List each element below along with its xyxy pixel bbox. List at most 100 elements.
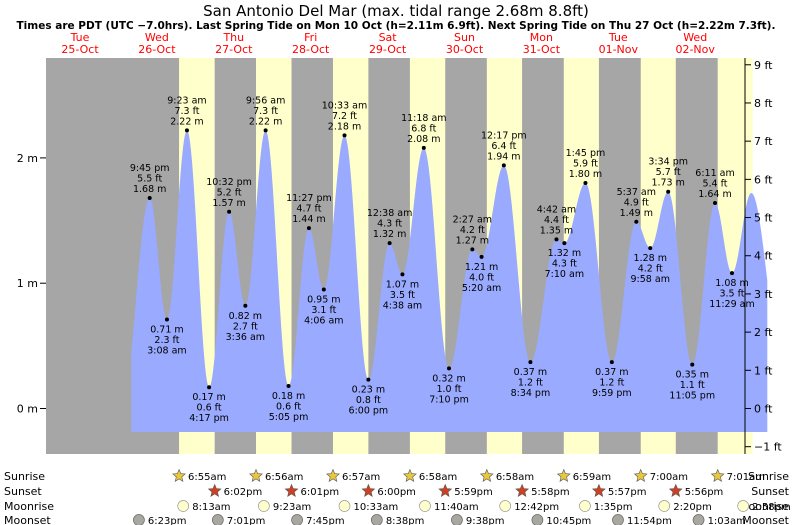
extreme-label: 4:42 am bbox=[537, 204, 576, 215]
moonset-time: 7:45pm bbox=[306, 516, 345, 525]
right-tick-label: 3 ft bbox=[754, 288, 773, 301]
extreme-label: 3.5 ft bbox=[390, 290, 415, 301]
extreme-label: 0.8 ft bbox=[356, 395, 381, 406]
extreme-point bbox=[263, 128, 268, 133]
sunrise-icon bbox=[326, 468, 340, 482]
extreme-label: 1.94 m bbox=[487, 151, 520, 162]
tide-area bbox=[131, 130, 768, 433]
tide-curve bbox=[131, 130, 768, 433]
extreme-point bbox=[501, 163, 506, 168]
extreme-label: 0.32 m bbox=[432, 373, 465, 384]
extreme-label: 6.4 ft bbox=[491, 141, 516, 152]
extreme-label: 5:37 am bbox=[617, 187, 656, 198]
sunrise-time: 6:59am bbox=[573, 472, 611, 483]
astro-row-label-left: Sunrise bbox=[4, 470, 45, 483]
day-date: 28-Oct bbox=[292, 43, 330, 56]
extreme-point bbox=[634, 219, 639, 224]
extreme-label: 5.4 ft bbox=[702, 179, 727, 190]
extreme-point bbox=[713, 201, 718, 206]
left-tick-label: 0 m bbox=[17, 403, 38, 416]
extreme-label: 1.73 m bbox=[651, 178, 684, 189]
extreme-label: 7.3 ft bbox=[253, 106, 278, 117]
extreme-label: 4.3 ft bbox=[377, 219, 402, 230]
extreme-label: 10:32 pm bbox=[206, 177, 252, 188]
extreme-point bbox=[227, 209, 232, 214]
day-name: Mon bbox=[530, 31, 553, 44]
extreme-label: 4:17 pm bbox=[189, 413, 229, 424]
extreme-label: 1.21 m bbox=[465, 262, 498, 273]
extreme-point bbox=[207, 385, 212, 390]
sunset-time: 6:00pm bbox=[377, 487, 416, 498]
extreme-label: 3.1 ft bbox=[311, 305, 336, 316]
day-name: Wed bbox=[683, 31, 707, 44]
moonrise-time: 8:13am bbox=[192, 502, 230, 513]
extreme-label: 1.32 m bbox=[548, 248, 581, 259]
extreme-label: 11:18 am bbox=[401, 113, 446, 124]
extreme-label: 1:45 pm bbox=[566, 148, 606, 159]
extreme-label: 4.2 ft bbox=[638, 264, 663, 275]
extreme-label: 12:38 am bbox=[367, 208, 412, 219]
extreme-point bbox=[554, 237, 559, 242]
extreme-label: 1.64 m bbox=[698, 189, 731, 200]
day-date: 01-Nov bbox=[599, 43, 639, 56]
moonset-icon bbox=[451, 514, 463, 525]
extreme-label: 4.3 ft bbox=[552, 259, 577, 270]
extreme-label: 7:10 am bbox=[545, 269, 584, 280]
sunset-icon bbox=[668, 483, 683, 497]
moonrise-time: 2:58pm bbox=[752, 502, 791, 513]
right-tick-label: 2 ft bbox=[754, 326, 773, 339]
moonset-icon bbox=[531, 514, 544, 525]
extreme-point bbox=[147, 195, 152, 200]
extreme-label: 4.0 ft bbox=[469, 272, 494, 283]
extreme-label: 5.5 ft bbox=[137, 173, 162, 184]
right-tick-label: 4 ft bbox=[754, 250, 773, 263]
moonset-time: 9:38pm bbox=[466, 516, 505, 525]
moonrise-time: 9:23am bbox=[273, 502, 311, 513]
sunrise-time: 7:00am bbox=[650, 472, 688, 483]
extreme-point bbox=[729, 271, 734, 276]
moonrise-icon bbox=[737, 500, 750, 512]
moonset-icon bbox=[133, 514, 145, 525]
extreme-label: 7.2 ft bbox=[332, 111, 357, 122]
day-date: 26-Oct bbox=[138, 43, 176, 56]
right-tick-label: 5 ft bbox=[754, 212, 773, 225]
sunset-time: 5:59pm bbox=[454, 487, 493, 498]
extreme-label: 2.7 ft bbox=[233, 321, 258, 332]
moonset-icon bbox=[692, 514, 705, 525]
sunrise-time: 6:58am bbox=[419, 472, 457, 483]
extreme-label: 11:05 pm bbox=[669, 391, 715, 402]
sunrise-icon bbox=[633, 468, 648, 482]
extreme-label: 9:58 am bbox=[631, 274, 670, 285]
sunrise-time: 7:01am bbox=[727, 472, 765, 483]
left-tick-label: 1 m bbox=[17, 277, 38, 290]
left-tick-label: 2 m bbox=[17, 152, 38, 165]
moonrise-icon bbox=[258, 500, 270, 512]
right-tick-label: 8 ft bbox=[754, 97, 773, 110]
extreme-label: 9:23 am bbox=[167, 95, 206, 106]
day-name: Thu bbox=[222, 31, 244, 44]
sunrise-icon bbox=[710, 468, 725, 482]
extreme-point bbox=[447, 366, 452, 371]
moonrise-icon bbox=[419, 500, 431, 512]
sunrise-icon bbox=[479, 468, 494, 482]
extreme-label: 1.32 m bbox=[373, 229, 406, 240]
extreme-point bbox=[400, 272, 405, 277]
extreme-point bbox=[479, 254, 484, 259]
sunrise-icon bbox=[556, 468, 571, 482]
extreme-label: 1.35 m bbox=[540, 225, 573, 236]
axes: 0 m 1 m 2 m −1 ft 0 ft 1 ft 2 ft 3 ft 4 ft 5 ft 6 … bbox=[17, 58, 782, 454]
sunset-time: 5:58pm bbox=[531, 487, 570, 498]
sunset-icon bbox=[361, 483, 376, 497]
extreme-label: 6.8 ft bbox=[411, 123, 436, 134]
extreme-labels: 9:45 pm5.5 ft1.68 m 0.71 m2.3 ft3:08 am 9:… bbox=[130, 95, 755, 424]
extreme-point bbox=[342, 133, 347, 138]
moonrise-icon bbox=[338, 500, 351, 512]
day-date: 25-Oct bbox=[61, 43, 99, 56]
day-name: Sun bbox=[454, 31, 475, 44]
extreme-label: 1.44 m bbox=[292, 214, 325, 225]
day-date: 29-Oct bbox=[369, 43, 407, 56]
right-tick-label: 9 ft bbox=[754, 59, 773, 72]
moonset-icon bbox=[370, 514, 383, 525]
sunset-time: 6:01pm bbox=[301, 487, 340, 498]
